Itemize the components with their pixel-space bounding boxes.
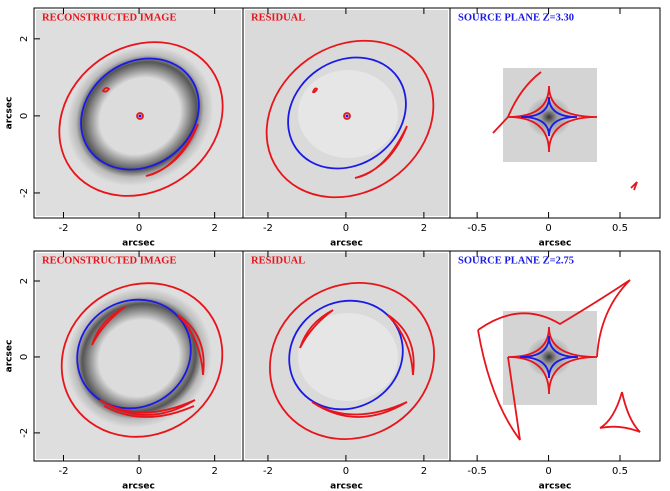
y-tick-label: 0 [19,113,30,119]
image-panel-art [478,280,640,440]
x-tick-label: 0 [136,223,142,234]
y-tick-label: 2 [19,278,30,284]
x-tick-label: 2 [211,223,217,234]
panel-title: RESIDUAL [251,12,305,23]
x-axis-label: arcsec [539,239,572,249]
panel-title: SOURCE PLANE Z=2.75 [458,255,574,266]
x-tick-label: 0 [545,466,551,477]
x-axis-label: arcsec [330,239,363,249]
x-axis-label: arcsec [539,482,572,491]
panel-title: RECONSTRUCTED IMAGE [42,255,176,266]
x-tick-label: -2 [263,466,273,477]
y-axis-label: arcsec [5,340,15,373]
panel-title: SOURCE PLANE Z=3.30 [458,12,574,23]
x-tick-label: -2 [58,223,68,234]
x-tick-label: -2 [263,223,273,234]
x-tick-label: 2 [211,466,217,477]
y-tick-label: -2 [19,188,30,198]
image-panel-art [241,253,462,469]
x-tick-label: 0.5 [612,466,628,477]
x-tick-label: 0 [343,223,349,234]
y-axis-label: arcsec [5,97,15,130]
x-tick-label: 0.5 [612,223,628,234]
x-tick-label: -2 [58,466,68,477]
x-tick-label: 2 [421,466,427,477]
image-panel-art [33,253,250,466]
x-tick-label: -0.5 [467,466,487,477]
x-axis-label: arcsec [122,482,155,491]
panel-title: RECONSTRUCTED IMAGE [42,12,176,23]
image-panel-art [493,68,637,190]
x-axis-label: arcsec [330,482,363,491]
x-axis-label: arcsec [122,239,155,249]
image-panel-art [29,10,252,227]
x-tick-label: -0.5 [467,223,487,234]
x-tick-label: 0 [136,466,142,477]
panel-title: RESIDUAL [251,255,305,266]
x-tick-label: 2 [421,223,427,234]
y-tick-label: 2 [19,36,30,42]
y-tick-label: 0 [19,354,30,360]
x-tick-label: 0 [343,466,349,477]
y-tick-label: -2 [19,428,30,438]
x-tick-label: 0 [545,223,551,234]
figure: RECONSTRUCTED IMAGE -2 0 2 arcsec -2 0 2 arcsec R… [0,0,670,491]
image-panel-art [236,9,464,230]
